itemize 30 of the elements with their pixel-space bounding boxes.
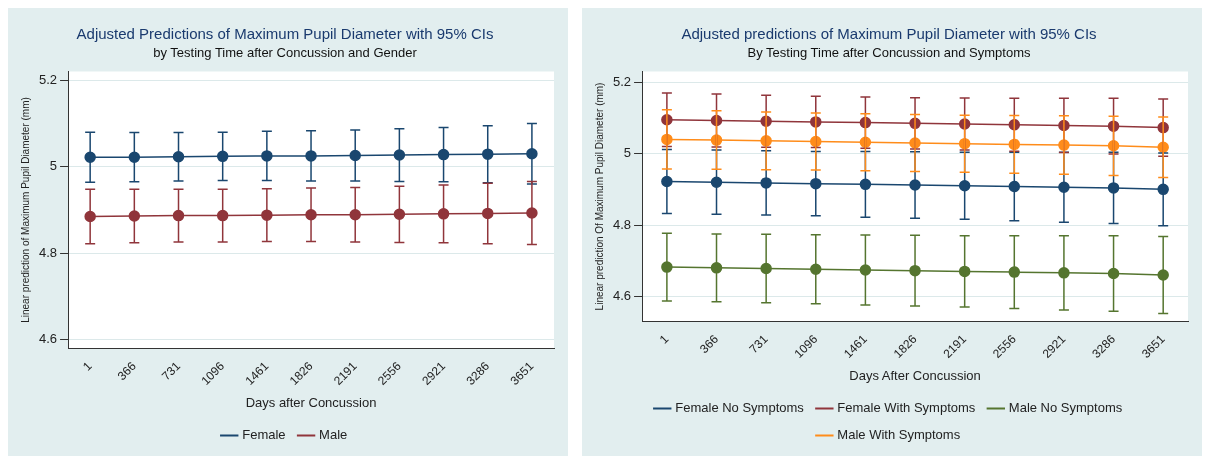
x-tick-label: 731 <box>158 358 184 384</box>
x-tick-label: 1 <box>79 358 95 374</box>
legend-label: Male With Symptoms <box>837 427 961 443</box>
legend-label: Female No Symptoms <box>675 400 805 416</box>
x-tick-label: 1 <box>656 331 672 347</box>
y-tick-label: 5.2 <box>38 71 58 87</box>
y-tick-label: 4.8 <box>612 216 632 232</box>
chart-subtitle: by Testing Time after Concussion and Gender <box>153 45 418 61</box>
x-tick-label: 366 <box>696 331 722 357</box>
chart-title: Adjusted predictions of Maximum Pupil Diameter with 95% CIs <box>681 25 1097 43</box>
legend-label: Male No Symptoms <box>1008 400 1123 416</box>
legend-label: Female With Symptoms <box>837 400 976 416</box>
y-axis-title: Linear prediction Of Maximum Pupil Diameter (mm) <box>593 82 605 311</box>
chart-subtitle: By Testing Time after Concussion and Symptoms <box>747 45 1031 61</box>
legend-label: Male <box>319 427 348 443</box>
y-tick-label: 4.6 <box>38 331 58 347</box>
legend-label: Female <box>242 427 286 443</box>
y-tick-label: 5 <box>623 145 632 161</box>
y-tick-label: 4.8 <box>38 244 58 260</box>
x-tick-label: 366 <box>114 358 140 384</box>
y-tick-label: 5 <box>49 158 58 174</box>
y-tick-label: 4.6 <box>612 287 632 303</box>
x-axis-title: Days After Concussion <box>849 367 981 383</box>
x-axis-title: Days after Concussion <box>245 394 377 410</box>
x-tick-label: 731 <box>746 331 771 357</box>
y-tick-label: 5.2 <box>612 73 632 89</box>
point <box>710 176 723 188</box>
y-axis-title: Linear prediction of Maximum Pupil Diameter (mm) <box>19 97 31 323</box>
point <box>710 262 723 274</box>
chart-title: Adjusted Predictions of Maximum Pupil Diameter with 95% CIs <box>76 25 494 43</box>
